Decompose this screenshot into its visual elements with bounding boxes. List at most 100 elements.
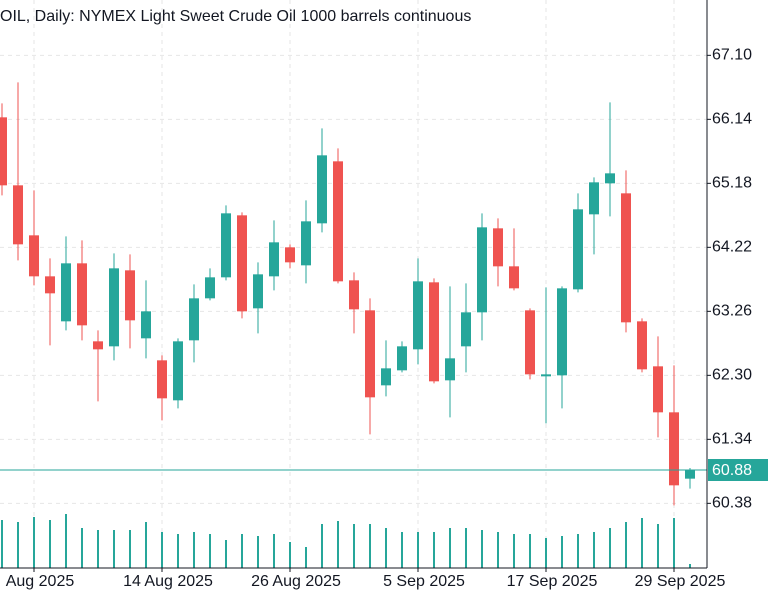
candle-body [237, 215, 247, 312]
candle-body [461, 312, 471, 347]
volume-bar [177, 534, 179, 568]
candle-body [381, 368, 391, 386]
volume-bar [289, 542, 291, 568]
volume-bar [193, 532, 195, 568]
y-tick-label: 61.34 [712, 431, 752, 448]
volume-bar [65, 514, 67, 568]
current-price-box [708, 459, 768, 481]
volume-bar [209, 534, 211, 568]
volume-bar [401, 532, 403, 568]
volume-bar [145, 522, 147, 568]
candle-body [605, 173, 615, 184]
candle-body [685, 470, 695, 479]
volume-bar [465, 528, 467, 568]
candle-body [429, 282, 439, 382]
candle-body [445, 358, 455, 381]
candle-body [573, 209, 583, 290]
volume-bar [529, 534, 531, 568]
candle-body [189, 298, 199, 341]
volume-bar [593, 532, 595, 568]
candle-body [0, 117, 7, 186]
candle-body [125, 270, 135, 321]
volume-bar [225, 540, 227, 568]
candle-body [29, 235, 39, 277]
volume-bar [385, 528, 387, 568]
candle-body [93, 341, 103, 350]
y-tick-label: 62.30 [712, 367, 752, 384]
volume-bar [321, 524, 323, 568]
candle-body [173, 341, 183, 401]
volume-bar [577, 534, 579, 568]
candle-body [349, 280, 359, 310]
volume-bar [497, 532, 499, 568]
candle-body [45, 276, 55, 294]
candle-body [477, 227, 487, 313]
volume-bar [129, 530, 131, 568]
volume-bar [49, 520, 51, 568]
volume-bar [513, 534, 515, 568]
volume-bar [33, 517, 35, 568]
y-tick-label: 65.18 [712, 175, 752, 192]
candle-body [637, 321, 647, 370]
candle-body [157, 360, 167, 399]
y-tick-label: 64.22 [712, 239, 752, 256]
volume-bar [561, 536, 563, 568]
candle-body [509, 266, 519, 289]
candle-body [269, 242, 279, 277]
volume-bar [337, 521, 339, 568]
volume-bar [657, 524, 659, 568]
current-price-label: 60.88 [712, 462, 752, 479]
plot-area [0, 82, 707, 568]
chart-title: OIL, Daily: NYMEX Light Sweet Crude Oil … [0, 8, 471, 25]
candle-body [621, 193, 631, 323]
candle-body [365, 310, 375, 398]
volume-bar [81, 528, 83, 568]
volume-bar [273, 534, 275, 568]
x-tick-label: 17 Sep 2025 [507, 573, 598, 590]
candle-body [653, 366, 663, 413]
x-tick-label: 5 Sep 2025 [383, 573, 465, 590]
x-tick-label: 26 Aug 2025 [251, 573, 341, 590]
volume-bar [369, 524, 371, 568]
volume-bar [257, 536, 259, 568]
volume-bar [449, 528, 451, 568]
candle-body [109, 268, 119, 347]
candle-body [13, 185, 23, 245]
volume-bar [673, 518, 675, 568]
volume-bar [641, 518, 643, 568]
x-tick-label: Aug 2025 [6, 573, 75, 590]
volume-bar [17, 522, 19, 568]
candle-body [301, 221, 311, 266]
candle-body [589, 182, 599, 215]
candle-body [525, 310, 535, 375]
volume-bar [305, 547, 307, 568]
candle-body [557, 288, 567, 376]
candle-body [285, 247, 295, 263]
volume-bar [609, 528, 611, 568]
y-tick-label: 60.38 [712, 495, 752, 512]
volume-bar [161, 532, 163, 568]
candle-body [253, 274, 263, 309]
candle-body [221, 213, 231, 278]
volume-bar [481, 530, 483, 568]
volume-bar [1, 520, 3, 568]
axes: 60.38 61.34 62.30 63.26 64.22 65.18 66.14 67.10… [6, 47, 768, 590]
candle-body [669, 412, 679, 486]
candle-body [541, 374, 551, 377]
y-tick-label: 66.14 [712, 111, 752, 128]
volume-bar [353, 524, 355, 568]
y-tick-label: 63.26 [712, 303, 752, 320]
volume-bar [433, 532, 435, 568]
y-tick-label: 67.10 [712, 47, 752, 64]
volume-bar [625, 522, 627, 568]
candle-body [77, 263, 87, 326]
x-tick-label: 29 Sep 2025 [635, 573, 726, 590]
volume-bar [545, 538, 547, 568]
x-tick-label: 14 Aug 2025 [123, 573, 213, 590]
candle-body [413, 281, 423, 350]
candle-body [205, 277, 215, 299]
volume-bar [689, 564, 691, 568]
candle-body [317, 155, 327, 224]
candle-body [61, 263, 71, 322]
volume-bar [241, 534, 243, 568]
